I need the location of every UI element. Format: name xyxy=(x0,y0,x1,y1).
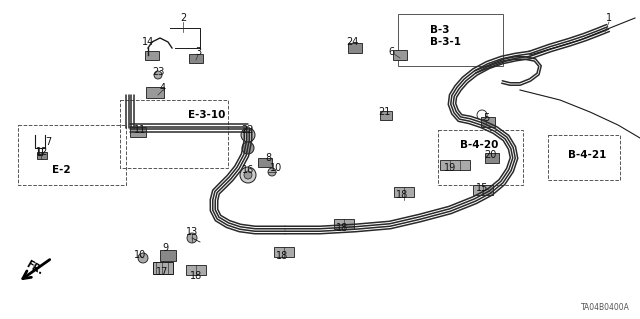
Text: 18: 18 xyxy=(396,190,408,200)
Circle shape xyxy=(240,167,256,183)
Circle shape xyxy=(241,128,255,142)
Text: E-2: E-2 xyxy=(52,165,70,175)
Text: 7: 7 xyxy=(45,137,51,147)
Text: 20: 20 xyxy=(484,150,496,160)
Circle shape xyxy=(268,168,276,176)
Circle shape xyxy=(244,171,252,179)
Bar xyxy=(394,187,414,197)
Text: TA04B0400A: TA04B0400A xyxy=(581,303,630,312)
Bar xyxy=(160,249,176,261)
Text: FR.: FR. xyxy=(24,259,44,277)
Bar xyxy=(548,135,620,180)
Circle shape xyxy=(242,142,254,154)
Text: B-3: B-3 xyxy=(430,25,449,35)
Text: 3: 3 xyxy=(195,47,201,57)
Text: B-4-20: B-4-20 xyxy=(460,140,499,150)
Bar xyxy=(398,14,503,66)
Text: 10: 10 xyxy=(134,250,146,260)
Circle shape xyxy=(138,253,148,263)
Bar xyxy=(473,185,493,195)
Text: B-3-1: B-3-1 xyxy=(430,37,461,47)
Bar xyxy=(380,110,392,120)
Bar xyxy=(186,265,206,275)
Bar xyxy=(258,158,272,167)
Bar xyxy=(348,43,362,53)
Bar xyxy=(130,127,146,137)
Text: 12: 12 xyxy=(36,147,48,157)
Bar xyxy=(393,50,407,60)
Text: 2: 2 xyxy=(180,13,186,23)
Bar xyxy=(120,100,228,168)
Text: 13: 13 xyxy=(186,227,198,237)
Bar xyxy=(274,247,294,257)
Bar xyxy=(37,152,47,159)
Text: 6: 6 xyxy=(388,47,394,57)
Text: 11: 11 xyxy=(134,125,146,135)
Bar xyxy=(153,262,173,274)
Text: 5: 5 xyxy=(483,113,489,123)
Text: B-4-21: B-4-21 xyxy=(568,150,606,160)
Bar xyxy=(438,130,523,185)
Text: 10: 10 xyxy=(270,163,282,173)
Bar xyxy=(145,50,159,60)
Text: 18: 18 xyxy=(190,271,202,281)
Text: 24: 24 xyxy=(346,37,358,47)
Bar xyxy=(18,125,126,185)
Text: 18: 18 xyxy=(276,251,288,261)
Bar xyxy=(485,153,499,163)
Circle shape xyxy=(187,233,197,243)
Text: 15: 15 xyxy=(476,183,488,193)
Circle shape xyxy=(154,71,162,79)
Text: 22: 22 xyxy=(242,125,254,135)
Text: 17: 17 xyxy=(156,267,168,277)
Bar xyxy=(334,219,354,229)
Text: 21: 21 xyxy=(378,107,390,117)
Bar xyxy=(146,86,164,98)
Text: 1: 1 xyxy=(606,13,612,23)
Text: 8: 8 xyxy=(265,153,271,163)
Text: 19: 19 xyxy=(444,163,456,173)
Text: 23: 23 xyxy=(152,67,164,77)
Text: 9: 9 xyxy=(162,243,168,253)
Bar xyxy=(189,54,203,63)
Text: 18: 18 xyxy=(336,223,348,233)
Text: 4: 4 xyxy=(160,83,166,93)
Text: E-3-10: E-3-10 xyxy=(188,110,225,120)
Text: 16: 16 xyxy=(242,165,254,175)
Bar xyxy=(481,117,495,127)
Bar xyxy=(440,160,470,170)
Text: 14: 14 xyxy=(142,37,154,47)
